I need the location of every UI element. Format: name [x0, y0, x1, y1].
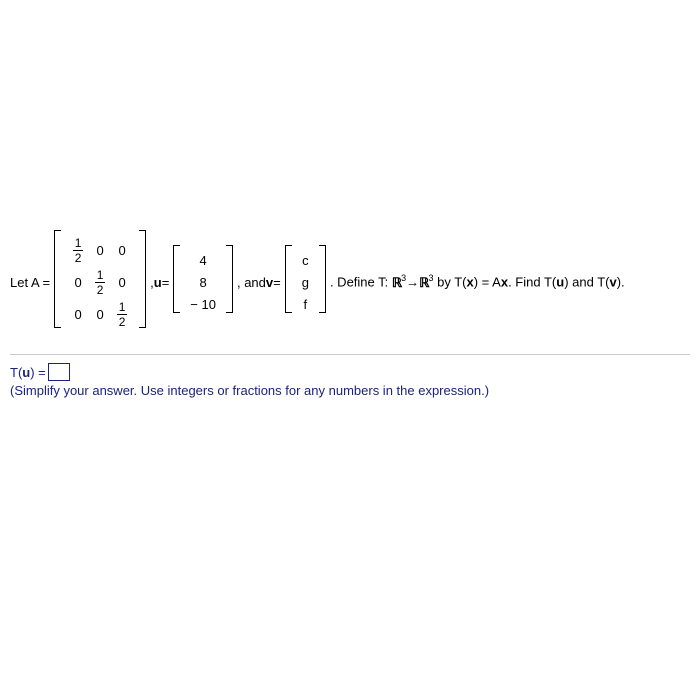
u-b: u	[556, 275, 564, 290]
bracket-left	[285, 245, 292, 313]
t4: . Find T(	[508, 275, 556, 290]
vector-cell: f	[298, 293, 313, 315]
matrix-cell: 12	[89, 268, 111, 296]
t6: ).	[617, 275, 625, 290]
tu-label1: T(	[10, 365, 22, 380]
answer-line: T(u) =	[10, 363, 690, 381]
t1: . Define T:	[330, 275, 392, 290]
problem-statement: Let A = 120001200012 , u = 48− 10 , and …	[10, 230, 690, 334]
matrix-cell: 0	[111, 236, 133, 264]
vector-cell: g	[298, 271, 313, 293]
u-sym: u	[154, 275, 162, 290]
divider	[10, 354, 690, 355]
vector-u: 48− 10	[173, 245, 233, 319]
answer-instruction: (Simplify your answer. Use integers or f…	[10, 383, 690, 398]
t3: ) = A	[474, 275, 501, 290]
answer-input-box[interactable]	[48, 363, 70, 381]
x-b: x	[466, 275, 473, 290]
matrix-A: 120001200012	[54, 230, 146, 334]
t2: by T(	[433, 275, 466, 290]
bracket-right	[319, 245, 326, 313]
matrix-A-body: 120001200012	[61, 230, 139, 334]
vector-cell: 8	[186, 271, 220, 293]
problem-content: Let A = 120001200012 , u = 48− 10 , and …	[10, 230, 690, 398]
vector-v-body: cgf	[292, 245, 319, 319]
bracket-left	[173, 245, 180, 313]
answer-section: T(u) = (Simplify your answer. Use intege…	[10, 363, 690, 398]
t5: ) and T(	[564, 275, 609, 290]
x-b2: x	[501, 275, 508, 290]
tu-label2: ) =	[30, 365, 46, 380]
matrix-cell: 0	[89, 236, 111, 264]
eq: =	[273, 275, 281, 290]
matrix-cell: 0	[111, 268, 133, 296]
bracket-right	[226, 245, 233, 313]
tu-u: u	[22, 365, 30, 380]
matrix-cell: 12	[67, 236, 89, 264]
vector-v: cgf	[285, 245, 326, 319]
vector-cell: 4	[186, 249, 220, 271]
bracket-right	[139, 230, 146, 328]
v-b: v	[609, 275, 616, 290]
vector-cell: c	[298, 249, 313, 271]
vector-u-body: 48− 10	[180, 245, 226, 319]
vector-cell: − 10	[186, 293, 220, 315]
let-text: Let A =	[10, 275, 50, 290]
arrow: →	[406, 275, 419, 290]
eq: =	[162, 275, 170, 290]
and-text: , and	[237, 275, 266, 290]
matrix-cell: 0	[89, 300, 111, 328]
matrix-cell: 0	[67, 300, 89, 328]
define-text: . Define T: ℝ3→ℝ3 by T(x) = Ax. Find T(u…	[330, 273, 625, 290]
bracket-left	[54, 230, 61, 328]
matrix-cell: 12	[111, 300, 133, 328]
real-sym: ℝ	[392, 275, 401, 291]
matrix-cell: 0	[67, 268, 89, 296]
v-sym: v	[266, 275, 273, 290]
